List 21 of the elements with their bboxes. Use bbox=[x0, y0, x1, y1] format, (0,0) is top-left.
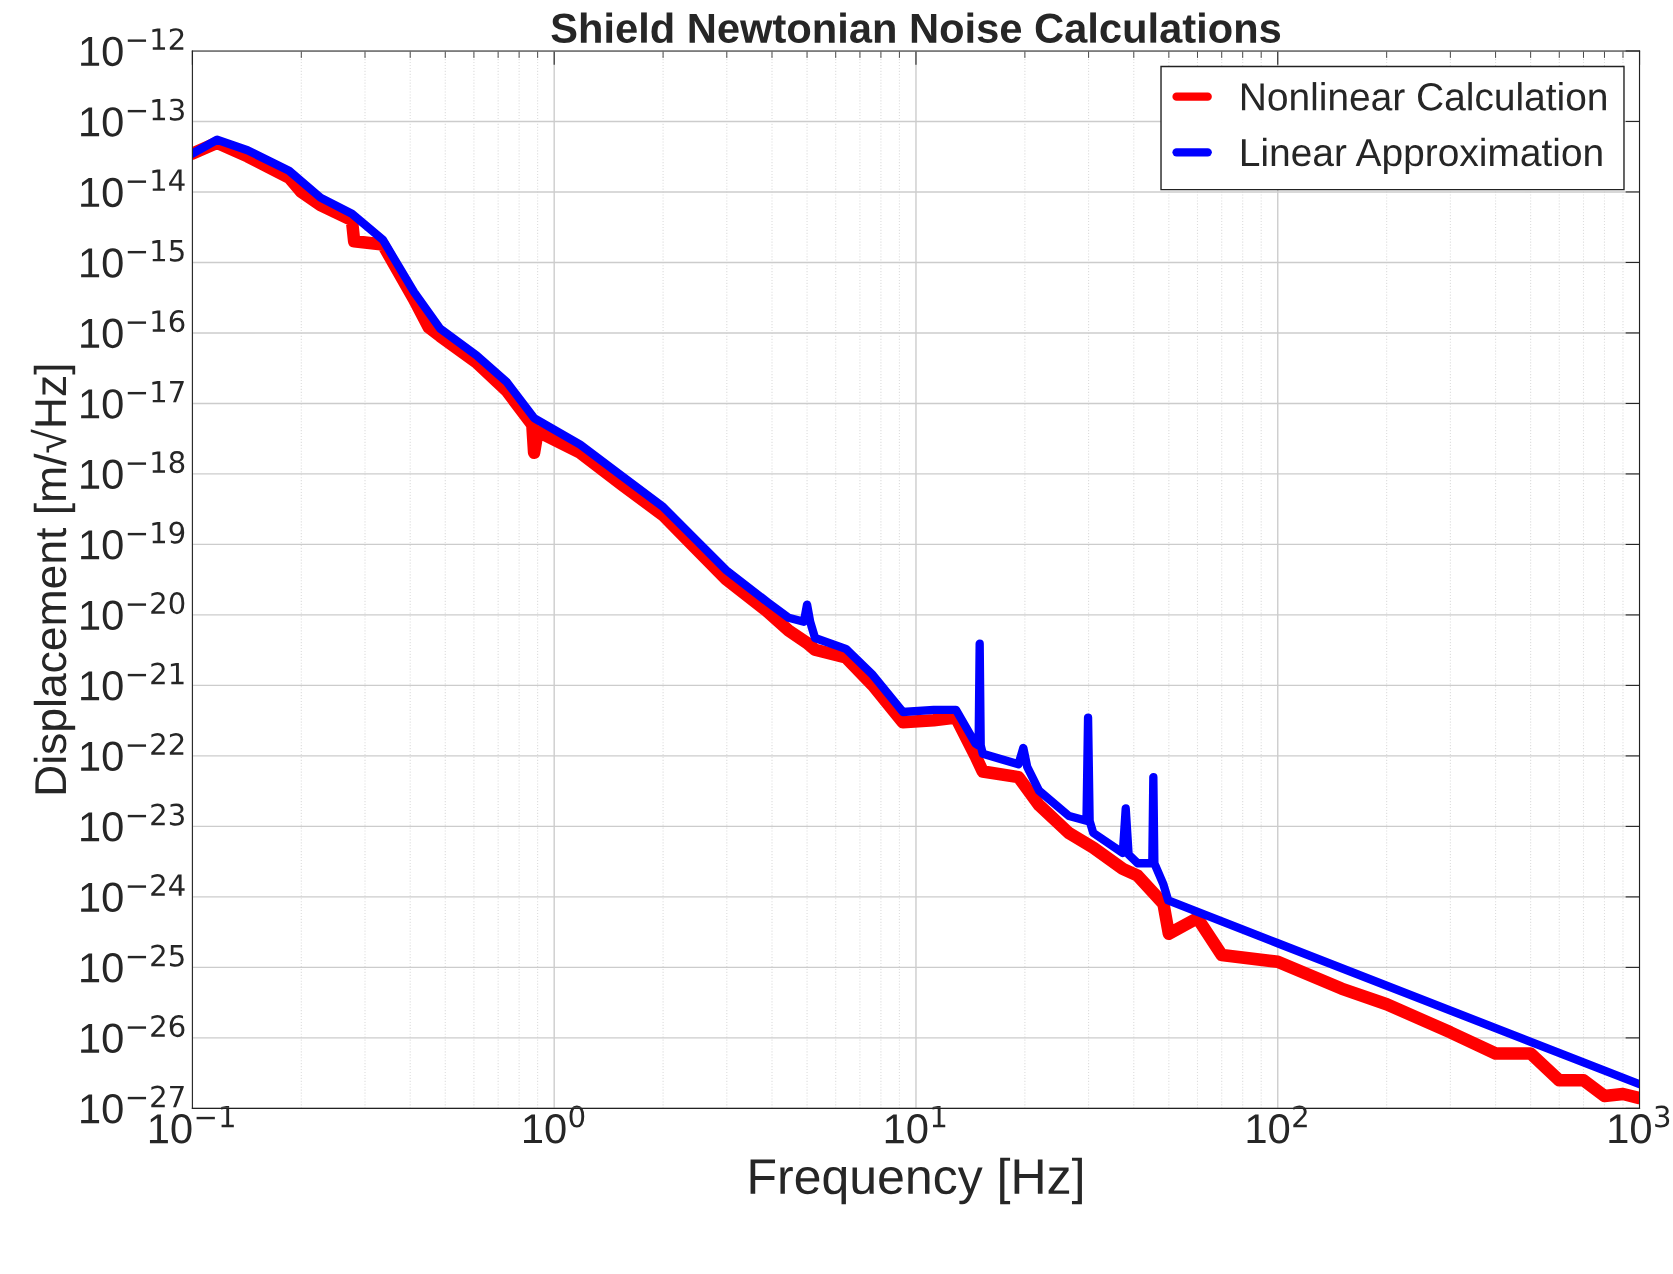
y-tick-label: 10$^{−23}$ bbox=[81, 803, 184, 842]
y-tick-label: 10$^{−24}$ bbox=[81, 874, 185, 913]
y-tick-label: 10$^{−26}$ bbox=[81, 1015, 185, 1054]
x-tick-label: 10$^{3}$ bbox=[1609, 1105, 1670, 1144]
y-tick-label: 10$^{−16}$ bbox=[81, 310, 185, 349]
y-axis-title: Displacement [m/√Hz] bbox=[30, 365, 76, 794]
y-tick-label: 10$^{−14}$ bbox=[81, 169, 185, 208]
y-tick-label: 10$^{−13}$ bbox=[81, 98, 184, 137]
chart-title: Shield Newtonian Noise Calculations bbox=[551, 12, 1281, 44]
y-tick-label: 10$^{−17}$ bbox=[81, 381, 184, 419]
legend-label: Nonlinear Calculation bbox=[1241, 82, 1606, 111]
y-tick-label: 10$^{−22}$ bbox=[81, 733, 184, 772]
legend-label: Linear Approximation bbox=[1241, 137, 1602, 175]
y-tick-label: 10$^{−18}$ bbox=[81, 451, 185, 490]
y-tick-label: 10$^{−20}$ bbox=[81, 592, 185, 631]
x-axis-title: Frequency [Hz] bbox=[750, 1157, 1082, 1205]
y-tick-label: 10$^{−12}$ bbox=[81, 28, 184, 67]
y-tick-label: 10$^{−15}$ bbox=[81, 240, 184, 278]
y-tick-label: 10$^{−21}$ bbox=[81, 662, 184, 701]
y-tick-label: 10$^{−25}$ bbox=[81, 944, 184, 983]
y-tick-label: 10$^{−19}$ bbox=[81, 521, 185, 560]
